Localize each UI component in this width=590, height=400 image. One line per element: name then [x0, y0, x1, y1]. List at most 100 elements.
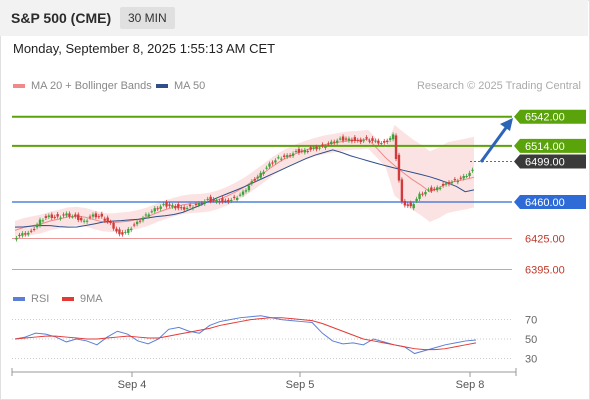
- candle-body: [35, 224, 39, 228]
- legend-ma50: MA 50: [156, 80, 205, 92]
- candle-body: [159, 206, 162, 209]
- rsi-line: [14, 315, 477, 355]
- candle: [38, 217, 42, 228]
- level-tag: 6514.00: [514, 138, 586, 153]
- candle-body: [453, 179, 457, 181]
- candle: [365, 135, 368, 141]
- candle: [262, 169, 265, 176]
- ma50-swatch: [156, 84, 168, 89]
- candle-body: [94, 213, 98, 218]
- candle: [333, 139, 336, 145]
- timeframe-badge[interactable]: 30 MIN: [120, 7, 175, 29]
- candle: [194, 202, 198, 208]
- candle-body: [203, 201, 206, 204]
- candle: [94, 211, 98, 220]
- target-arrow: [479, 118, 513, 163]
- level-label: 6460.00: [525, 197, 565, 209]
- candle-body: [150, 211, 154, 213]
- candle-body: [268, 163, 271, 167]
- candle-body: [383, 140, 386, 143]
- candle: [462, 173, 465, 181]
- candle: [241, 189, 245, 197]
- candle-body: [368, 140, 371, 142]
- rsi-tick-label: 50: [525, 334, 537, 346]
- candle-body: [403, 200, 407, 206]
- candle: [436, 185, 439, 193]
- rsi-tick-label: 70: [525, 315, 537, 327]
- candle-body: [74, 214, 77, 217]
- candle: [244, 188, 248, 194]
- candle-body: [447, 182, 451, 185]
- candle-body: [224, 200, 227, 202]
- candle-body: [200, 203, 204, 205]
- candle-body: [256, 176, 259, 179]
- candle: [100, 211, 103, 219]
- candle: [303, 147, 307, 155]
- candle: [371, 136, 374, 144]
- candle-body: [265, 167, 268, 169]
- candle: [424, 189, 427, 197]
- candle-body: [350, 139, 354, 142]
- candle-body: [47, 215, 51, 217]
- candle: [300, 148, 304, 154]
- candle-body: [433, 188, 436, 190]
- candle: [421, 191, 424, 197]
- candle-body: [138, 220, 142, 222]
- candle: [380, 140, 383, 146]
- candle: [165, 199, 168, 209]
- level-label: 6542.00: [525, 112, 565, 124]
- candle-body: [338, 138, 342, 140]
- candle: [91, 212, 95, 219]
- candle-body: [333, 141, 336, 143]
- candle: [215, 197, 218, 204]
- candle: [353, 135, 357, 144]
- candle-body: [197, 203, 201, 206]
- candle-body: [250, 181, 254, 184]
- candle-body: [424, 191, 427, 195]
- candle: [150, 209, 154, 214]
- candle: [59, 215, 62, 221]
- candle-body: [212, 199, 215, 201]
- candle: [412, 202, 415, 211]
- candle-body: [115, 228, 118, 232]
- candle: [130, 226, 133, 233]
- candle: [406, 202, 409, 208]
- candle-body: [436, 187, 439, 191]
- candle-body: [471, 169, 474, 171]
- candle-body: [91, 214, 95, 217]
- candle: [135, 219, 139, 227]
- candle: [409, 200, 412, 209]
- candle: [447, 180, 451, 187]
- candle-body: [327, 143, 330, 145]
- candle-body: [65, 213, 68, 216]
- rsi-tick-label: 30: [525, 353, 537, 365]
- candle: [324, 144, 327, 150]
- rsi-label: RSI: [31, 293, 50, 305]
- candle-body: [309, 147, 312, 150]
- candle: [359, 137, 362, 145]
- candle: [156, 206, 159, 212]
- candle-body: [294, 151, 298, 153]
- candle-body: [18, 234, 21, 236]
- candle-body: [430, 187, 433, 191]
- candle: [41, 218, 45, 223]
- candle-body: [397, 154, 401, 181]
- candle: [433, 186, 436, 192]
- candle-body: [283, 155, 286, 157]
- candle: [356, 137, 359, 143]
- candle-body: [444, 183, 448, 185]
- candle-body: [182, 207, 186, 210]
- level-tag-bg: [514, 138, 586, 153]
- candle-body: [347, 138, 351, 141]
- candle: [374, 138, 377, 144]
- candle-body: [374, 140, 377, 142]
- candle-body: [235, 197, 239, 200]
- ma20-bb-label: MA 20 + Bollinger Bands: [31, 80, 152, 92]
- candle-body: [386, 140, 389, 143]
- candle-body: [406, 204, 409, 206]
- rsi-ma-line: [14, 317, 477, 351]
- candle: [185, 205, 189, 211]
- candle: [218, 198, 221, 205]
- instrument-title: S&P 500 (CME): [11, 10, 112, 26]
- candle: [177, 202, 180, 211]
